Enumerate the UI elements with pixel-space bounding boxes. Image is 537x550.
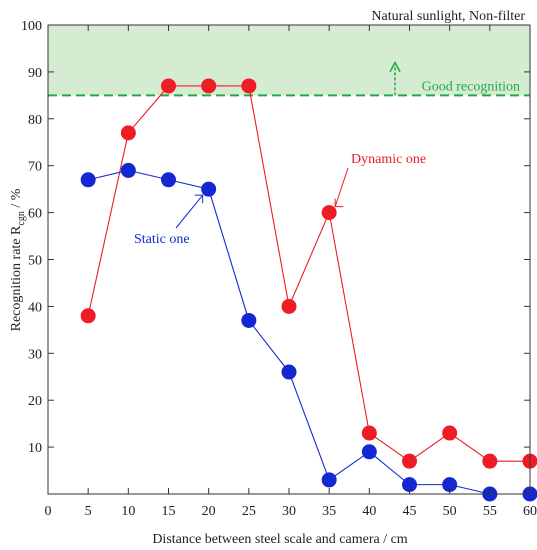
x-tick-label: 10 [121, 504, 135, 519]
series-layer [80, 78, 537, 502]
x-tick-label: 0 [45, 504, 52, 519]
series-1-point [80, 172, 96, 188]
static-annotation-arrow [175, 194, 204, 229]
series-0-point [241, 78, 257, 94]
x-tick-label: 40 [362, 504, 376, 519]
x-axis-title: Distance between steel scale and camera … [152, 532, 407, 547]
annotation-arrows [175, 167, 349, 229]
axis-layer: 0 5 10 15 20 25 30 35 40 45 50 55 60 10 20 30 40 50 60 70 80… [21, 19, 537, 519]
series-1-point [402, 477, 417, 493]
y-tick-label: 30 [28, 347, 42, 362]
y-tick-label: 60 [28, 207, 42, 222]
series-1-point [161, 172, 176, 188]
x-tick-label: 60 [523, 504, 537, 519]
static-series-label: Static one [134, 232, 190, 247]
y-axis-title: Recognition rate Rcgn / % [9, 188, 27, 331]
y-axis-title-main: Recognition rate R [9, 225, 24, 331]
x-tick-label: 20 [202, 504, 216, 519]
y-tick-label: 50 [28, 254, 42, 269]
good-recognition-band [48, 25, 530, 96]
series-1-point [281, 364, 297, 380]
y-tick-label: 90 [28, 66, 42, 81]
x-tick-label: 25 [242, 504, 256, 519]
series-1-point [361, 444, 377, 460]
y-tick-label: 70 [28, 160, 42, 175]
threshold-arrow-head [389, 60, 401, 73]
series-0-point [201, 78, 217, 94]
y-tick-label: 40 [28, 300, 42, 315]
series-0-point [281, 298, 297, 314]
y-tick-label: 100 [21, 19, 42, 34]
series-0-point [321, 205, 337, 221]
static-annotation-arrowhead [194, 194, 204, 204]
series-0-point [442, 425, 458, 441]
y-axis-title-unit: / % [9, 188, 24, 211]
x-tick-label: 5 [85, 504, 92, 519]
series-1-point [442, 477, 458, 493]
x-tick-label: 45 [403, 504, 417, 519]
series-1-point [201, 181, 217, 197]
series-0-point [120, 125, 136, 141]
x-tick-label: 15 [162, 504, 176, 519]
x-tick-label: 50 [443, 504, 457, 519]
good-recognition-label: Good recognition [422, 79, 520, 94]
y-tick-label: 10 [28, 441, 42, 456]
good-recognition-band-layer [48, 25, 530, 96]
dynamic-annotation-arrowhead [334, 198, 344, 208]
series-1-point [321, 472, 337, 488]
series-0-point [402, 453, 417, 469]
threshold-layer [48, 60, 530, 97]
series-0-point [361, 425, 377, 441]
series-1-line [88, 169, 530, 495]
y-axis-title-subscript: cgn [16, 211, 27, 225]
x-tick-label: 55 [483, 504, 497, 519]
y-tick-label: 80 [28, 113, 42, 128]
dynamic-series-label: Dynamic one [351, 152, 426, 167]
series-0-line [87, 85, 530, 462]
series-0-point [482, 453, 498, 469]
series-0-point [161, 78, 176, 94]
x-tick-label: 35 [322, 504, 336, 519]
series-0-point [80, 308, 96, 324]
series-1-point [120, 162, 136, 178]
y-tick-label: 20 [28, 394, 42, 409]
chart-title: Natural sunlight, Non-filter [371, 9, 525, 24]
dynamic-annotation-arrow [334, 167, 349, 207]
series-1-point [241, 312, 257, 328]
x-tick-label: 30 [282, 504, 296, 519]
